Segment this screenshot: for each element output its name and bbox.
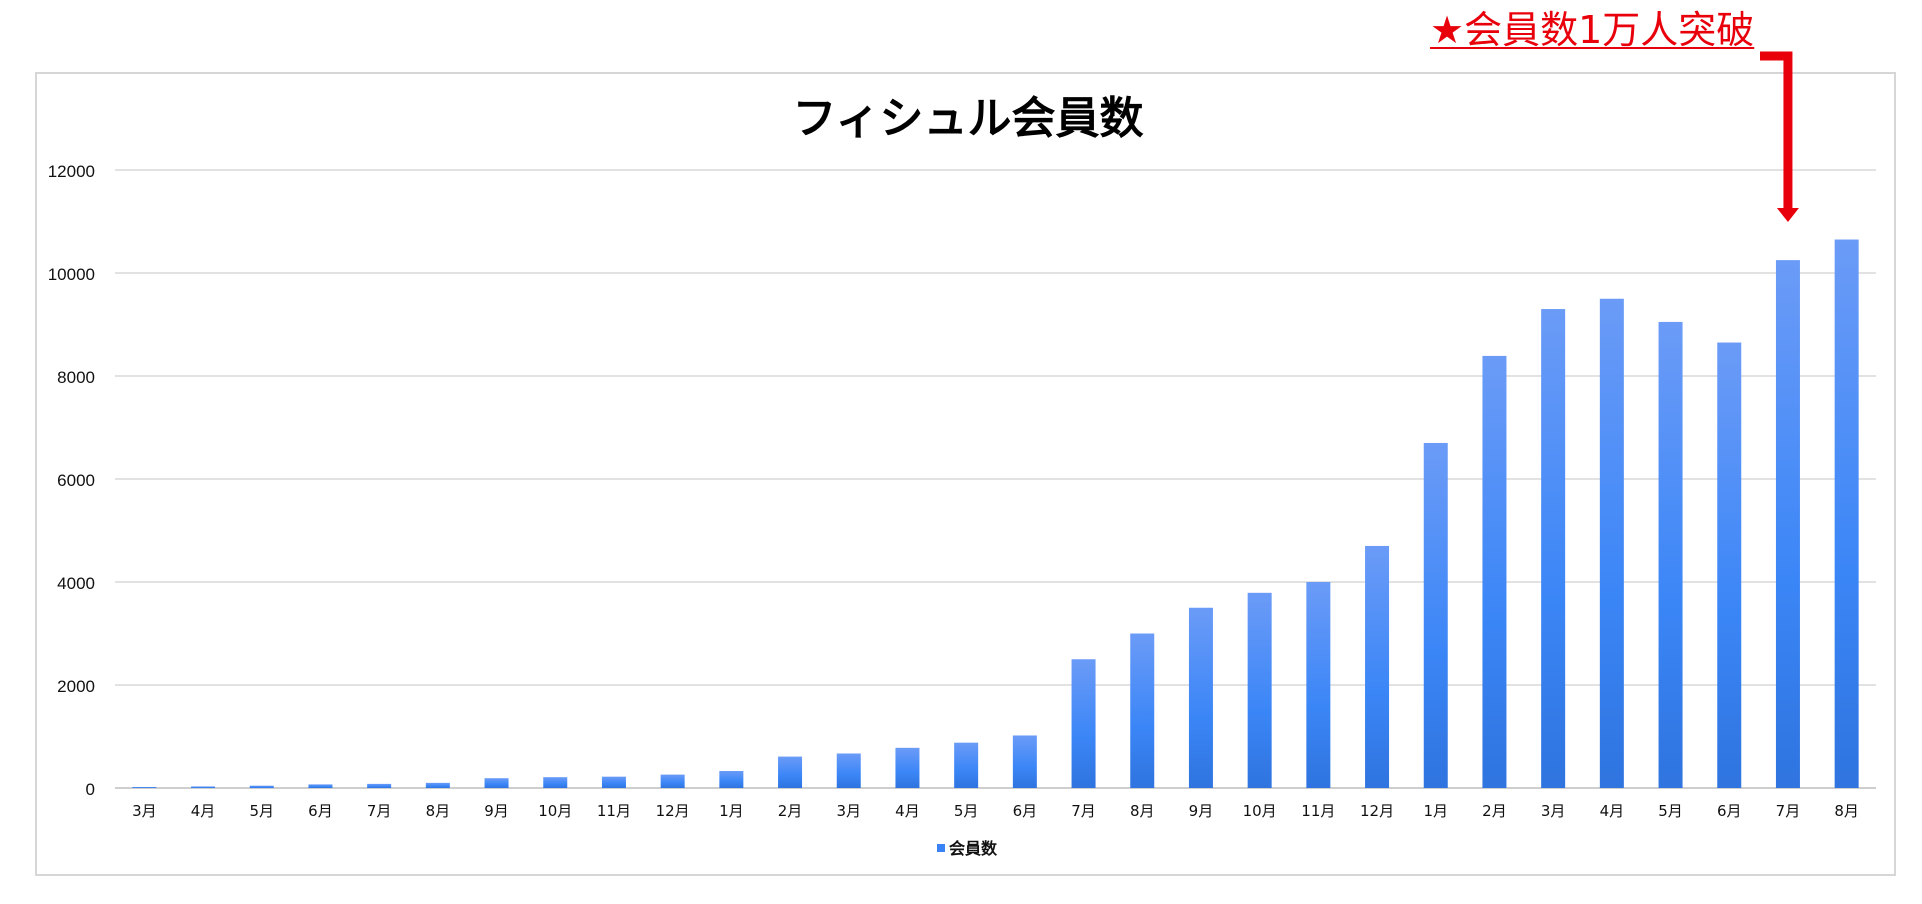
bar bbox=[954, 742, 979, 788]
bar bbox=[249, 785, 274, 788]
x-tick-label: 11月 bbox=[597, 802, 631, 820]
x-tick-label: 7月 bbox=[367, 802, 392, 820]
bar bbox=[1247, 592, 1272, 788]
x-tick-label: 6月 bbox=[1013, 802, 1038, 820]
chart-title: フィシュル会員数 bbox=[792, 93, 1143, 144]
x-tick-label: 12月 bbox=[1360, 802, 1394, 820]
y-tick-label: 8000 bbox=[57, 368, 95, 387]
bar bbox=[1834, 239, 1859, 788]
x-tick-label: 10月 bbox=[538, 802, 572, 820]
x-tick-label: 4月 bbox=[1600, 802, 1625, 820]
arrow-head bbox=[1776, 208, 1799, 222]
bar bbox=[1365, 545, 1390, 788]
gridlines bbox=[115, 169, 1876, 789]
x-tick-label: 9月 bbox=[1189, 802, 1214, 820]
bar bbox=[1541, 309, 1566, 788]
bar bbox=[1188, 607, 1213, 788]
y-tick-label: 12000 bbox=[48, 162, 95, 181]
bar bbox=[601, 776, 626, 788]
x-tick-label: 10月 bbox=[1243, 802, 1277, 820]
x-tick-label: 12月 bbox=[656, 802, 690, 820]
x-tick-label: 3月 bbox=[836, 802, 861, 820]
bar bbox=[132, 786, 157, 788]
x-tick-label: 9月 bbox=[484, 802, 509, 820]
bar bbox=[308, 784, 333, 788]
y-tick-label: 10000 bbox=[48, 265, 95, 284]
x-tick-label: 1月 bbox=[1423, 802, 1448, 820]
y-tick-label: 0 bbox=[86, 780, 95, 799]
x-tick-label: 4月 bbox=[895, 802, 920, 820]
arrow-line bbox=[1760, 51, 1793, 208]
milestone-annotation: ★会員数1万人突破 bbox=[1430, 8, 1755, 52]
x-tick-label: 2月 bbox=[1482, 802, 1507, 820]
bar bbox=[778, 756, 803, 788]
bar bbox=[1423, 442, 1448, 788]
x-tick-label: 8月 bbox=[1130, 802, 1155, 820]
x-tick-label: 5月 bbox=[954, 802, 979, 820]
bar bbox=[367, 783, 392, 788]
x-tick-label: 8月 bbox=[1834, 802, 1859, 820]
bar bbox=[719, 771, 744, 788]
x-tick-label: 11月 bbox=[1301, 802, 1335, 820]
legend-marker bbox=[937, 844, 945, 852]
x-tick-label: 1月 bbox=[719, 802, 744, 820]
x-tick-label: 3月 bbox=[1541, 802, 1566, 820]
x-tick-label: 8月 bbox=[426, 802, 451, 820]
bar bbox=[836, 753, 861, 788]
x-tick-label: 5月 bbox=[1658, 802, 1683, 820]
x-tick-label: 7月 bbox=[1776, 802, 1801, 820]
bar bbox=[1658, 321, 1683, 788]
chart-panel bbox=[35, 72, 1896, 876]
legend: 会員数 bbox=[937, 839, 998, 858]
legend-label: 会員数 bbox=[949, 839, 998, 858]
x-tick-label: 7月 bbox=[1071, 802, 1096, 820]
y-tick-label: 6000 bbox=[57, 471, 95, 490]
x-tick-label: 6月 bbox=[1717, 802, 1742, 820]
bar bbox=[660, 774, 685, 788]
bar bbox=[1482, 355, 1507, 788]
x-axis: 3月 4月 5月 6月 7月 8月 9月 10月 11月 12月 1月 2月 3月 4月 5月 6月 7月 8月 9… bbox=[132, 802, 1859, 820]
bar bbox=[484, 778, 509, 788]
bar bbox=[895, 747, 920, 788]
x-tick-label: 4月 bbox=[191, 802, 216, 820]
bar bbox=[1775, 260, 1800, 788]
bar bbox=[191, 786, 216, 788]
annotation-arrow bbox=[1760, 51, 1799, 222]
y-axis: 0 2000 4000 6000 8000 10000 12000 bbox=[48, 162, 95, 799]
x-tick-label: 2月 bbox=[778, 802, 803, 820]
bar bbox=[1599, 298, 1624, 788]
x-tick-label: 3月 bbox=[132, 802, 157, 820]
bars bbox=[132, 239, 1859, 788]
bar bbox=[1012, 735, 1037, 788]
bar bbox=[543, 777, 568, 788]
bar bbox=[1071, 659, 1096, 788]
bar bbox=[1130, 633, 1155, 788]
bar bbox=[1717, 342, 1742, 788]
bar bbox=[1306, 582, 1331, 788]
x-tick-label: 6月 bbox=[308, 802, 333, 820]
x-tick-label: 5月 bbox=[249, 802, 274, 820]
y-tick-label: 2000 bbox=[57, 677, 95, 696]
y-tick-label: 4000 bbox=[57, 574, 95, 593]
bar bbox=[425, 782, 450, 788]
